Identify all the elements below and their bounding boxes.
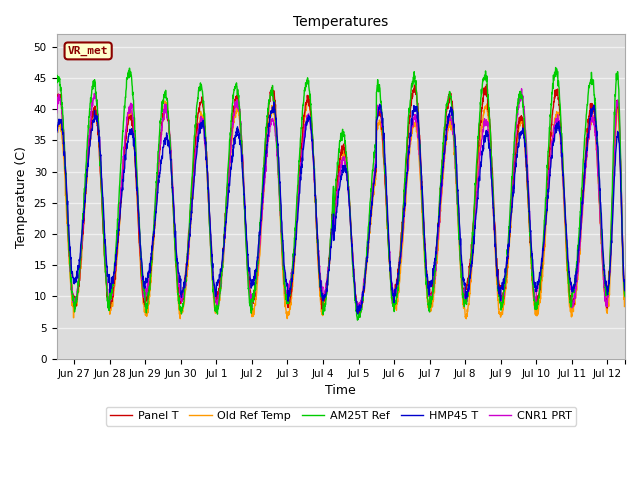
Y-axis label: Temperature (C): Temperature (C) bbox=[15, 146, 28, 248]
CNR1 PRT bbox=[518, 86, 525, 92]
AM25T Ref bbox=[168, 174, 175, 180]
AM25T Ref bbox=[488, 172, 496, 178]
CNR1 PRT bbox=[168, 166, 175, 172]
Old Ref Temp bbox=[35, 303, 43, 309]
HMP45 T bbox=[354, 311, 362, 317]
Line: Old Ref Temp: Old Ref Temp bbox=[39, 98, 625, 319]
CNR1 PRT bbox=[621, 292, 629, 298]
Old Ref Temp bbox=[333, 194, 340, 200]
HMP45 T bbox=[488, 185, 496, 191]
Panel T bbox=[621, 285, 629, 291]
Panel T bbox=[333, 188, 340, 193]
HMP45 T bbox=[333, 210, 340, 216]
Old Ref Temp bbox=[463, 316, 470, 322]
AM25T Ref bbox=[353, 317, 361, 323]
Panel T bbox=[403, 147, 411, 153]
AM25T Ref bbox=[621, 294, 629, 300]
Panel T bbox=[488, 166, 496, 171]
CNR1 PRT bbox=[403, 172, 411, 178]
HMP45 T bbox=[331, 226, 339, 232]
AM25T Ref bbox=[330, 203, 338, 209]
CNR1 PRT bbox=[353, 310, 361, 315]
HMP45 T bbox=[35, 280, 43, 286]
Old Ref Temp bbox=[305, 96, 313, 101]
Line: HMP45 T: HMP45 T bbox=[39, 102, 625, 314]
AM25T Ref bbox=[403, 134, 411, 140]
Panel T bbox=[330, 216, 338, 221]
Title: Temperatures: Temperatures bbox=[293, 15, 388, 29]
CNR1 PRT bbox=[35, 300, 43, 305]
HMP45 T bbox=[621, 288, 629, 294]
AM25T Ref bbox=[333, 175, 340, 180]
Old Ref Temp bbox=[557, 139, 564, 145]
Panel T bbox=[168, 175, 175, 180]
Old Ref Temp bbox=[403, 178, 411, 184]
X-axis label: Time: Time bbox=[325, 384, 356, 397]
CNR1 PRT bbox=[330, 226, 338, 231]
CNR1 PRT bbox=[488, 180, 496, 185]
Panel T bbox=[483, 82, 490, 87]
Panel T bbox=[356, 314, 364, 320]
Text: VR_met: VR_met bbox=[68, 46, 108, 56]
HMP45 T bbox=[168, 177, 175, 183]
Old Ref Temp bbox=[331, 223, 339, 228]
Line: Panel T: Panel T bbox=[39, 84, 625, 317]
HMP45 T bbox=[557, 134, 564, 140]
Old Ref Temp bbox=[488, 180, 496, 186]
Legend: Panel T, Old Ref Temp, AM25T Ref, HMP45 T, CNR1 PRT: Panel T, Old Ref Temp, AM25T Ref, HMP45 … bbox=[106, 407, 576, 426]
Old Ref Temp bbox=[168, 167, 175, 173]
Old Ref Temp bbox=[621, 302, 629, 308]
AM25T Ref bbox=[557, 119, 564, 124]
CNR1 PRT bbox=[333, 201, 340, 206]
AM25T Ref bbox=[35, 302, 43, 308]
CNR1 PRT bbox=[557, 139, 564, 145]
Panel T bbox=[35, 288, 43, 294]
Line: AM25T Ref: AM25T Ref bbox=[39, 68, 625, 320]
HMP45 T bbox=[270, 99, 278, 105]
AM25T Ref bbox=[552, 65, 559, 71]
Panel T bbox=[557, 125, 564, 131]
HMP45 T bbox=[403, 170, 411, 176]
Line: CNR1 PRT: CNR1 PRT bbox=[39, 89, 625, 312]
